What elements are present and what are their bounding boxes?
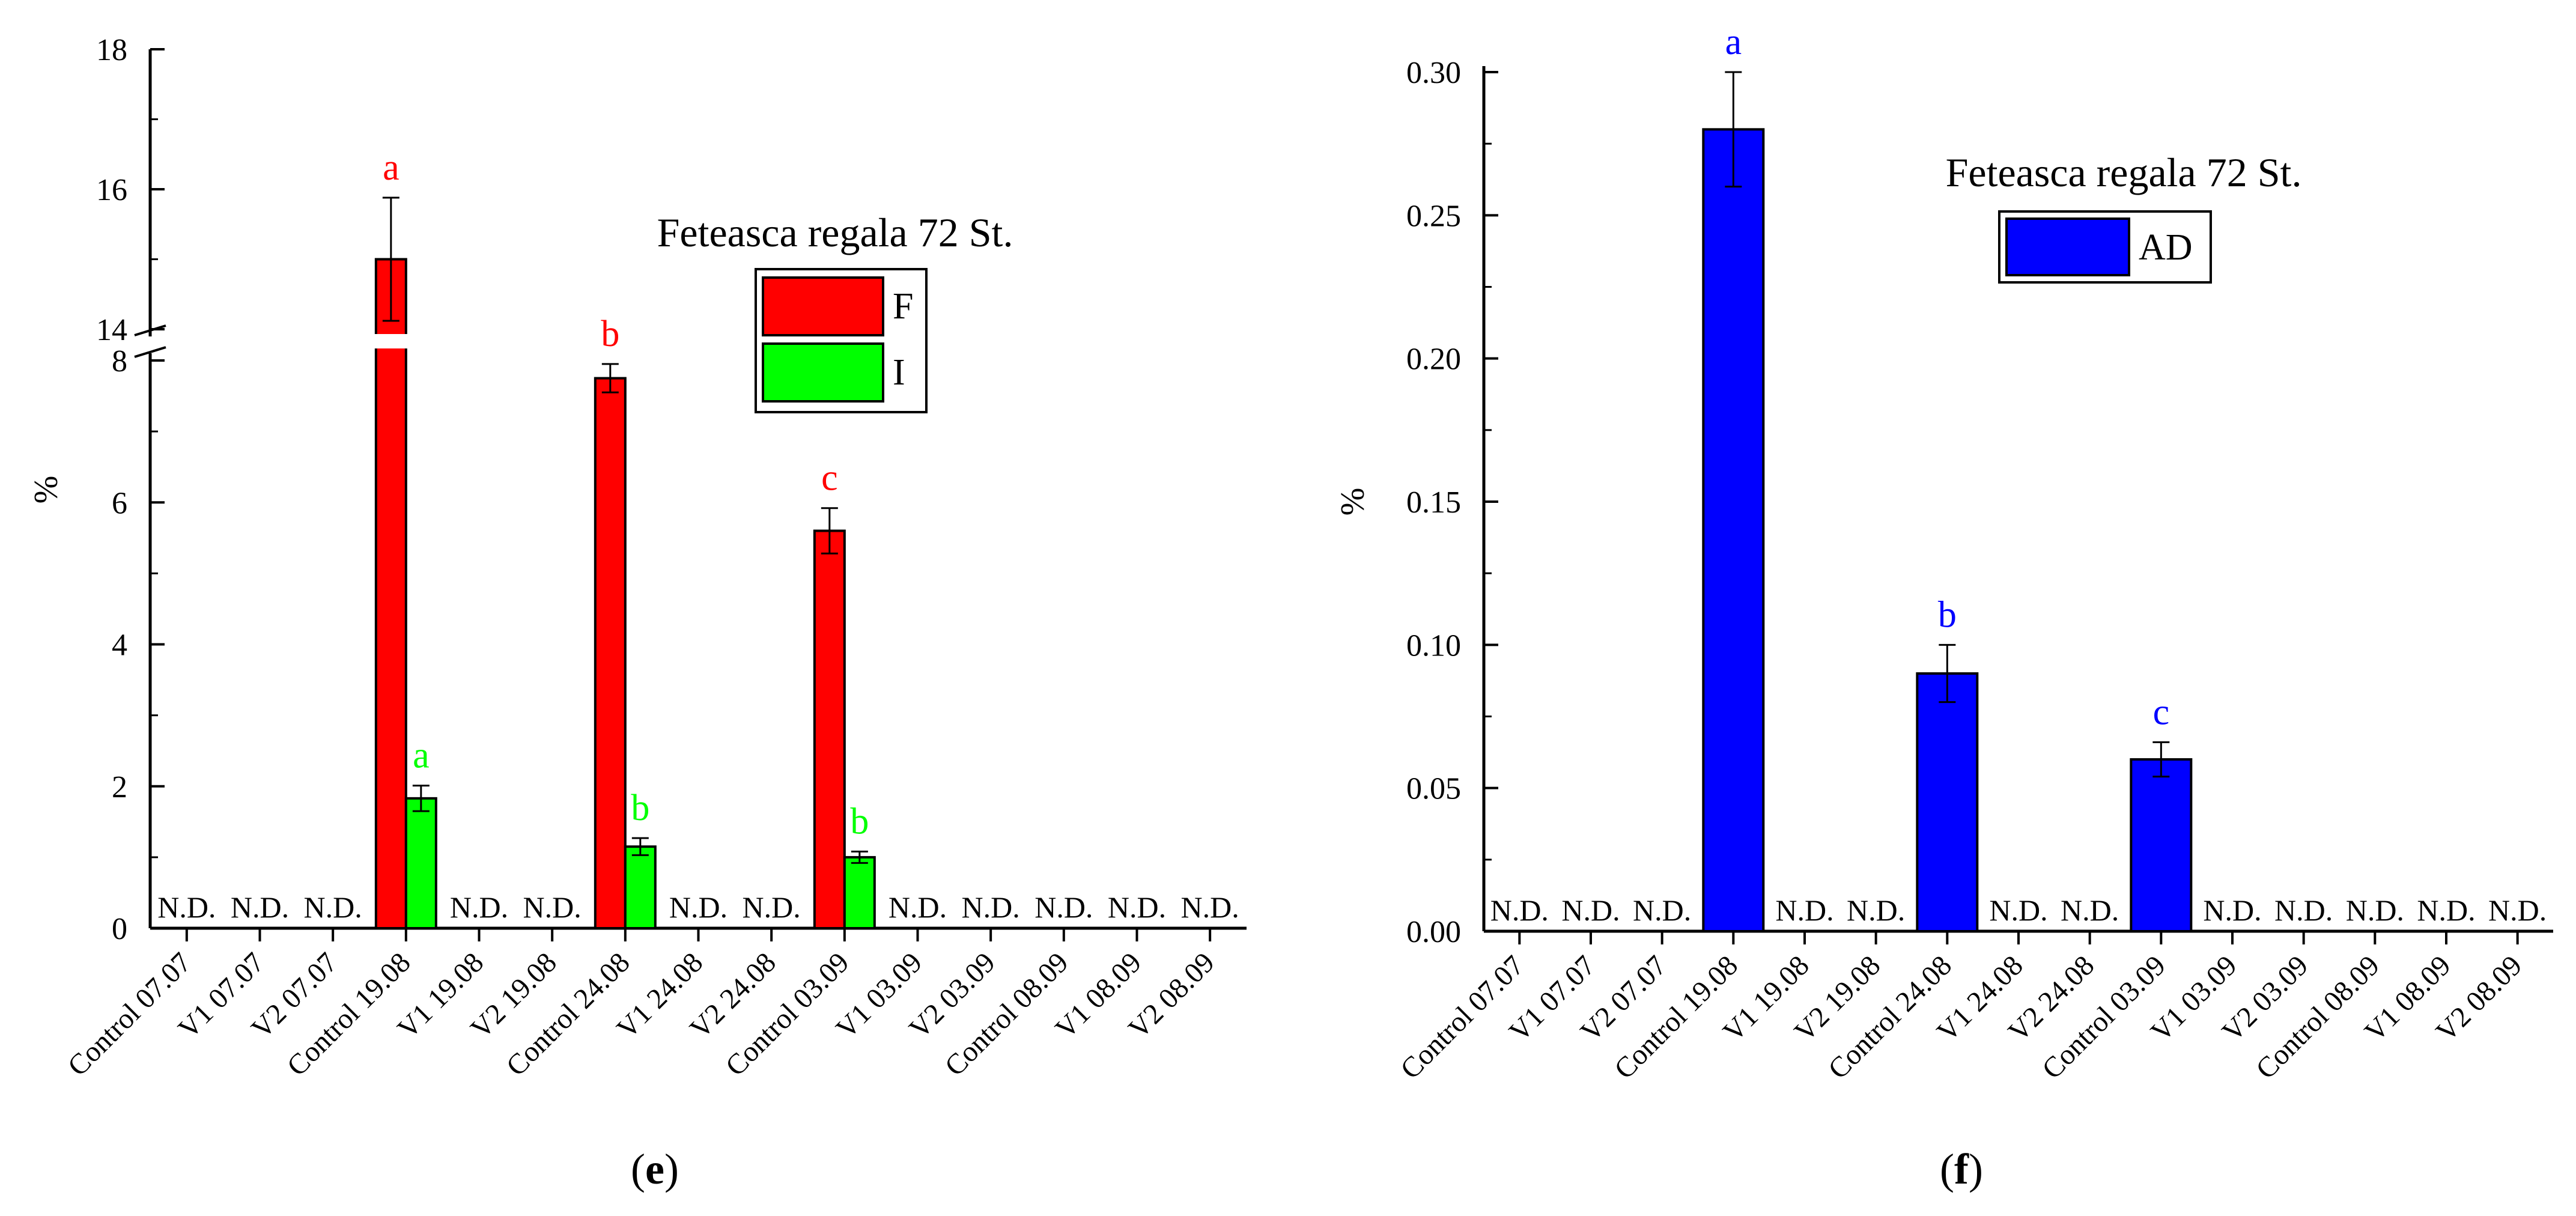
bar-break-gap — [372, 334, 410, 348]
bar-I — [843, 856, 876, 929]
legend-swatch-F — [762, 276, 884, 336]
not-detected-label: N.D. — [1633, 893, 1691, 927]
legend-label-I: I — [893, 352, 905, 393]
legend-label-AD: AD — [2139, 227, 2193, 268]
panel-f-label: (f) — [1940, 1145, 1983, 1193]
panel-e-legend-title: Feteasca regala 72 St. — [657, 210, 1013, 255]
bar-F — [374, 258, 407, 929]
not-detected-label: N.D. — [304, 890, 362, 924]
not-detected-label: N.D. — [1989, 893, 2047, 927]
significance-letter: b — [850, 801, 869, 842]
not-detected-label: N.D. — [1181, 890, 1239, 924]
panel-e-y-axis-label: % — [28, 476, 65, 504]
y-tick-label: 8 — [112, 344, 127, 378]
axis-break-mark — [134, 346, 166, 358]
not-detected-label: N.D. — [2488, 893, 2547, 927]
y-tick-label: 16 — [96, 173, 127, 207]
not-detected-label: N.D. — [2274, 893, 2333, 927]
panel-e-label-letter: e — [645, 1145, 664, 1193]
panel-f-chart: % Feteasca regala 72 St. (f) 0.00 0.05 0.1… — [1334, 22, 2553, 1193]
bar-I — [404, 797, 437, 930]
not-detected-label: N.D. — [231, 890, 289, 924]
legend-box — [1998, 210, 2212, 284]
y-tick-label: 0.30 — [1406, 56, 1461, 90]
not-detected-label: N.D. — [669, 890, 728, 924]
bar-I — [624, 845, 657, 929]
y-tick-label: 0.25 — [1406, 199, 1461, 233]
x-tick-label: Control 07.07 — [1394, 949, 1530, 1085]
not-detected-label: N.D. — [2203, 893, 2261, 927]
y-tick-label: 0.00 — [1406, 915, 1461, 949]
legend-swatch-I — [762, 342, 884, 403]
bar-F — [594, 377, 627, 929]
x-tick-label: Control 19.08 — [1608, 949, 1744, 1085]
not-detected-label: N.D. — [1847, 893, 1905, 927]
not-detected-label: N.D. — [1561, 893, 1620, 927]
significance-letter: a — [413, 735, 430, 776]
significance-letter: c — [821, 458, 838, 499]
not-detected-label: N.D. — [450, 890, 508, 924]
significance-letter: a — [1725, 22, 1742, 62]
bar-F — [813, 529, 846, 929]
not-detected-label: N.D. — [2346, 893, 2404, 927]
y-tick-label: 0.20 — [1406, 342, 1461, 377]
panel-e-chart: % Feteasca regala 72 St. (e) 0 2 4 6 814 16 18… — [28, 33, 1247, 1193]
y-tick-label: 0 — [112, 912, 127, 946]
legend-swatch-AD — [2005, 217, 2130, 276]
panel-e-label: (e) — [631, 1145, 679, 1193]
not-detected-label: N.D. — [1108, 890, 1166, 924]
significance-letter: b — [631, 788, 649, 828]
legend-box — [755, 268, 928, 413]
not-detected-label: N.D. — [2061, 893, 2119, 927]
y-tick-label: 6 — [112, 486, 127, 520]
y-tick-label: 0.10 — [1406, 628, 1461, 663]
bar-AD — [1916, 672, 1979, 932]
y-tick-label: 14 — [96, 313, 127, 347]
not-detected-label: N.D. — [157, 890, 216, 924]
x-tick-label: Control 07.07 — [62, 946, 198, 1082]
significance-letter: a — [383, 147, 399, 188]
not-detected-label: N.D. — [523, 890, 582, 924]
panel-f-legend-title: Feteasca regala 72 St. — [1946, 150, 2302, 195]
not-detected-label: N.D. — [889, 890, 947, 924]
y-tick-label: 4 — [112, 628, 127, 663]
y-tick-label: 18 — [96, 33, 127, 67]
bar-AD — [1702, 128, 1765, 932]
not-detected-label: N.D. — [2417, 893, 2475, 927]
legend-label-F: F — [893, 286, 913, 327]
not-detected-label: N.D. — [1490, 893, 1549, 927]
y-tick-label: 0.05 — [1406, 772, 1461, 806]
not-detected-label: N.D. — [1034, 890, 1093, 924]
x-tick-label: Control 24.08 — [1822, 949, 1958, 1085]
not-detected-label: N.D. — [743, 890, 801, 924]
not-detected-label: N.D. — [962, 890, 1020, 924]
y-tick-label: 2 — [112, 770, 127, 804]
panel-f-y-axis-label: % — [1334, 488, 1372, 516]
significance-letter: c — [2153, 692, 2170, 732]
significance-letter: b — [601, 314, 619, 354]
panel-f-label-letter: f — [1954, 1145, 1969, 1193]
bar-AD — [2130, 758, 2193, 932]
y-tick-label: 0.15 — [1406, 485, 1461, 520]
significance-letter: b — [1938, 594, 1957, 635]
x-tick-label: Control 03.09 — [2036, 949, 2172, 1085]
not-detected-label: N.D. — [1775, 893, 1833, 927]
x-tick-label: Control 08.09 — [2250, 949, 2386, 1085]
